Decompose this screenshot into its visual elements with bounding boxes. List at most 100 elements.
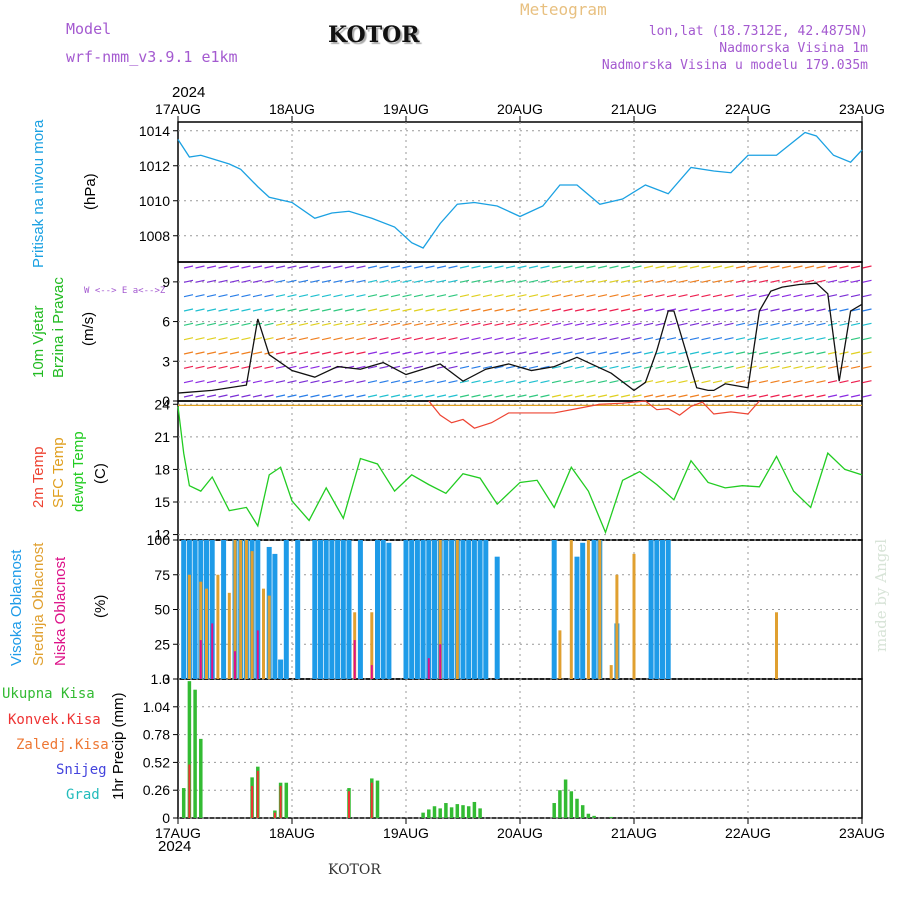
model-label: Model (66, 20, 112, 38)
wind-arrow (804, 308, 815, 312)
wind-arrow (459, 308, 470, 312)
wind-arrow (287, 279, 297, 283)
wind-arrow (229, 365, 240, 369)
wind-arrow (379, 351, 389, 355)
wind-arrow (701, 279, 711, 283)
mid-cloud-bar (632, 553, 636, 679)
wind-arrow (712, 365, 723, 369)
wind-arrow (632, 394, 642, 398)
wind-arrow (459, 380, 470, 384)
low-cloud-bar (439, 644, 442, 679)
wind-arrow (321, 394, 332, 398)
wind-arrow (643, 308, 654, 312)
wind-arrow (517, 351, 527, 355)
wind-arrow (747, 322, 757, 326)
wind-arrow (425, 337, 435, 341)
mid-cloud-bar (262, 588, 265, 679)
y-tick-label: 6 (162, 314, 170, 330)
wind-arrow (586, 279, 596, 283)
wind-arrow (528, 365, 539, 369)
wind-arrow (735, 351, 746, 355)
wind-arrow (195, 380, 205, 384)
mid-cloud-bar (216, 574, 220, 679)
wind-arrow (517, 308, 527, 312)
wind-arrow (505, 265, 516, 269)
total-rain-bar (592, 815, 596, 818)
wind-arrow (448, 322, 458, 326)
wind-arrow (252, 365, 263, 369)
wind-arrow (643, 394, 654, 398)
wind-arrow (862, 279, 872, 283)
wind-arrow (540, 351, 550, 355)
wind-arrow (218, 365, 228, 369)
wind-arrow (689, 294, 700, 298)
wind-arrow (344, 308, 355, 312)
wind-arrow (735, 322, 746, 326)
wind-arrow (275, 337, 286, 341)
wind-arrow (402, 294, 412, 298)
wind-arrow (839, 308, 849, 312)
wind-arrow (218, 337, 228, 341)
mid-cloud-bar (598, 540, 602, 679)
wind-arrow (586, 365, 596, 369)
y-tick-label: 24 (154, 396, 170, 412)
wind-arrow (597, 337, 608, 341)
wind-arrow (241, 308, 251, 312)
wind-arrow (206, 380, 217, 384)
high-cloud-bar (209, 540, 215, 679)
wind-arrow (827, 294, 838, 298)
wind-arrow (379, 337, 389, 341)
wind-arrow (275, 380, 286, 384)
wind-arrow (448, 294, 458, 298)
wind-arrow (333, 322, 343, 326)
wind-arrow (735, 337, 746, 341)
high-cloud-bar (340, 540, 346, 679)
conv-rain-bar (188, 764, 191, 818)
wind-arrow (689, 279, 700, 283)
low-cloud-bar (353, 640, 356, 679)
total-rain-bar (432, 806, 437, 818)
wind-arrow (494, 365, 504, 369)
high-cloud-bar (591, 540, 597, 679)
wind-arrow (459, 351, 470, 355)
high-cloud-bar (494, 556, 500, 679)
wind-arrow (781, 337, 792, 341)
wind-arrow (551, 279, 562, 283)
wind-arrow (735, 308, 746, 312)
wind-arrow (839, 380, 849, 384)
wind-arrow (413, 322, 424, 326)
wind-arrow (425, 265, 435, 269)
wind-arrow (379, 365, 389, 369)
wind-arrow (310, 351, 320, 355)
wind-arrow (816, 294, 826, 298)
wind-arrow (264, 365, 274, 369)
top-date-label: 23AUG (839, 101, 885, 117)
wind-arrow (574, 394, 585, 398)
y-tick-label: 1.3 (151, 671, 171, 687)
wind-arrow (804, 294, 815, 298)
wind-arrow (287, 394, 297, 398)
wind-arrow (321, 265, 332, 269)
wind-arrow (655, 265, 665, 269)
high-cloud-bar (580, 542, 586, 679)
wind-arrow (298, 380, 309, 384)
wind-arrow (712, 337, 723, 341)
wind-arrow (183, 308, 194, 312)
wind-arrow (712, 265, 723, 269)
wind-arrow (344, 265, 355, 269)
wind-arrow (275, 265, 286, 269)
wind-arrow (517, 337, 527, 341)
wind-arrow (793, 279, 803, 283)
wind-arrow (459, 265, 470, 269)
wind-arrow (620, 308, 631, 312)
high-cloud-bar (648, 540, 654, 679)
wind-arrow (206, 322, 217, 326)
wind-arrow (482, 337, 493, 341)
wind-arrow (275, 294, 286, 298)
wind-arrow (666, 380, 677, 384)
wind-arrow (747, 365, 757, 369)
panel-frame (177, 400, 863, 541)
wind-arrow (218, 279, 228, 283)
mid-cloud-bar (455, 540, 459, 679)
wind-arrow (666, 265, 677, 269)
